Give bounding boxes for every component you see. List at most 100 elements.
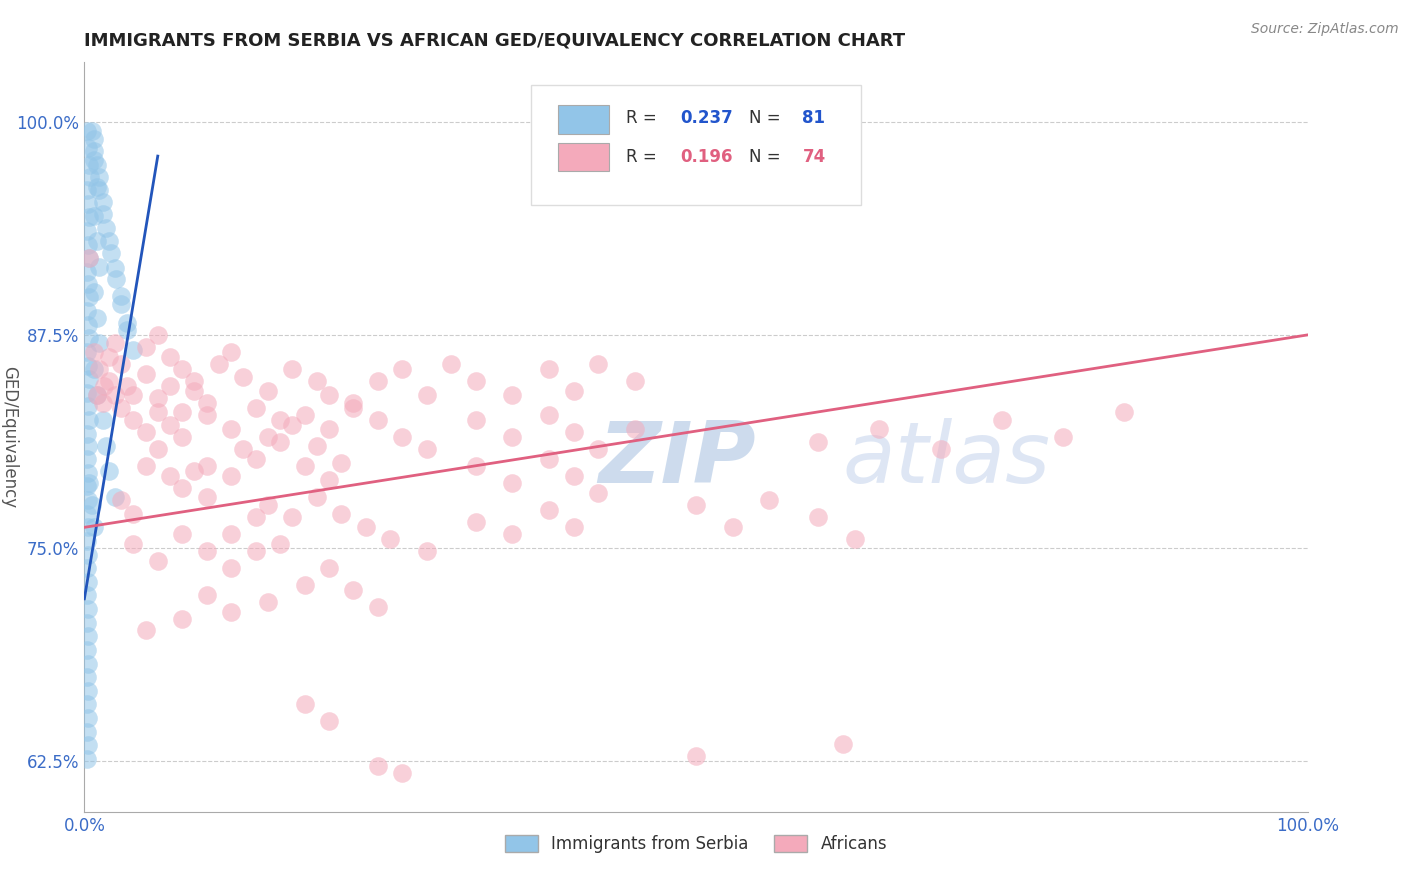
Point xyxy=(93,379,115,393)
Text: IMMIGRANTS FROM SERBIA VS AFRICAN GED/EQUIVALENCY CORRELATION CHART: IMMIGRANTS FROM SERBIA VS AFRICAN GED/EQ… xyxy=(84,32,905,50)
Point xyxy=(76,752,98,766)
Point xyxy=(257,430,280,444)
Point xyxy=(76,615,98,630)
Point xyxy=(538,503,561,517)
Point xyxy=(86,310,108,325)
Point xyxy=(146,404,169,418)
Point xyxy=(281,362,304,376)
Point xyxy=(624,374,647,388)
Point xyxy=(122,387,145,401)
Point xyxy=(844,533,866,547)
Point xyxy=(91,207,114,221)
Point xyxy=(77,739,100,753)
Point xyxy=(87,260,110,274)
Point xyxy=(77,466,100,480)
Point xyxy=(538,408,561,422)
Text: ZIP: ZIP xyxy=(598,418,756,501)
Point xyxy=(318,387,340,401)
Point xyxy=(685,748,707,763)
Point xyxy=(105,271,128,285)
Point xyxy=(96,439,118,453)
Point xyxy=(538,362,561,376)
Point xyxy=(294,458,316,473)
Point xyxy=(100,246,122,260)
Point xyxy=(269,435,291,450)
Point xyxy=(391,430,413,444)
Point xyxy=(83,144,105,158)
Point xyxy=(624,421,647,435)
Point xyxy=(869,421,891,435)
Point xyxy=(76,479,98,493)
Point xyxy=(110,493,132,508)
Point xyxy=(562,520,585,534)
Point xyxy=(122,507,145,521)
Point xyxy=(79,169,101,184)
Point xyxy=(294,578,316,592)
Point xyxy=(77,318,100,332)
Point xyxy=(281,510,304,524)
Point xyxy=(257,498,280,512)
Point xyxy=(76,265,98,279)
Point xyxy=(172,362,194,376)
Point xyxy=(502,476,524,491)
Point xyxy=(83,362,105,376)
Point xyxy=(77,439,100,453)
Point xyxy=(122,343,145,358)
Point xyxy=(391,765,413,780)
Point xyxy=(195,396,218,410)
Text: 0.237: 0.237 xyxy=(681,109,733,127)
Point xyxy=(76,224,98,238)
Point xyxy=(367,374,389,388)
Point xyxy=(318,421,340,435)
Point xyxy=(83,520,105,534)
Point xyxy=(1114,404,1136,418)
Point xyxy=(464,458,486,473)
Point xyxy=(502,527,524,541)
Point xyxy=(76,533,98,548)
FancyBboxPatch shape xyxy=(558,143,609,171)
Point xyxy=(172,612,194,626)
Point xyxy=(110,289,132,303)
Point xyxy=(538,452,561,467)
Point xyxy=(77,252,100,266)
Point xyxy=(83,209,105,223)
Point xyxy=(257,384,280,398)
Point xyxy=(294,698,316,712)
Point xyxy=(464,374,486,388)
Point xyxy=(281,418,304,433)
Point xyxy=(87,362,110,376)
Point xyxy=(586,486,609,500)
Point xyxy=(146,554,169,568)
Point xyxy=(77,400,100,414)
Point xyxy=(97,374,120,388)
Point xyxy=(758,493,780,508)
Point xyxy=(77,252,100,266)
Point xyxy=(1052,430,1074,444)
Point xyxy=(83,345,105,359)
Point xyxy=(342,583,364,598)
Point xyxy=(172,430,194,444)
Point xyxy=(77,602,100,616)
Point xyxy=(96,220,118,235)
Point xyxy=(77,657,100,671)
Point xyxy=(219,345,242,359)
Point xyxy=(354,520,377,534)
Point xyxy=(110,401,132,416)
Text: 0.196: 0.196 xyxy=(681,148,733,166)
Point xyxy=(122,537,145,551)
Point xyxy=(76,724,98,739)
Point xyxy=(115,316,138,330)
Point xyxy=(104,490,127,504)
Point xyxy=(76,183,98,197)
Point xyxy=(104,336,127,351)
Point xyxy=(86,179,108,194)
Point xyxy=(77,683,100,698)
Point xyxy=(159,418,181,433)
Point xyxy=(245,401,267,416)
Point xyxy=(367,600,389,615)
Point xyxy=(76,643,98,657)
Text: 74: 74 xyxy=(803,148,825,166)
Point xyxy=(76,561,98,575)
Point xyxy=(77,211,100,225)
Point xyxy=(502,387,524,401)
